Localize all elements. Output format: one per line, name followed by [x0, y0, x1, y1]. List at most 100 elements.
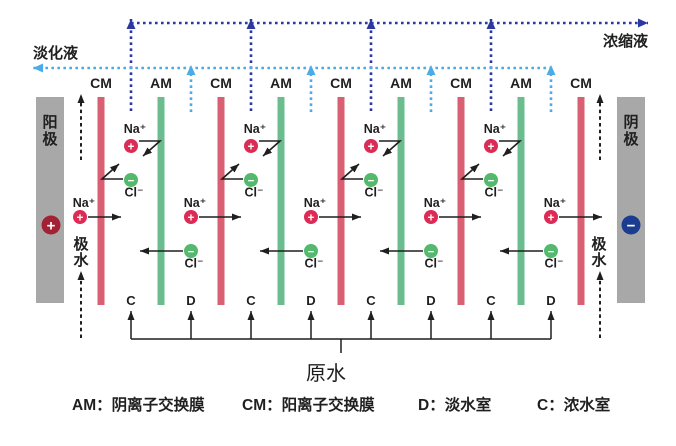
cation-plus-sign: +	[248, 142, 255, 154]
anion-minus-sign: −	[188, 247, 195, 259]
anion-label: Cl⁻	[244, 186, 263, 200]
legend-am: AM：阴离子交换膜	[72, 395, 205, 414]
membrane-stack: CM AM CM AM CM AM CM AM CM	[90, 75, 592, 305]
anode-water-char1: 极	[73, 235, 89, 253]
anion-label: Cl⁻	[364, 186, 383, 200]
cation-plus-sign: +	[308, 213, 315, 225]
cation-circle	[184, 210, 198, 224]
anion-circle	[544, 244, 558, 258]
cation-plus-sign: +	[488, 142, 495, 154]
anion-blocked-arrow	[339, 163, 363, 180]
cation-blocked-arrow	[499, 140, 523, 157]
cathode-minus-badge	[621, 215, 641, 235]
c-chamber-4-ions: Na⁺ + − Cl⁻	[459, 122, 523, 200]
cation-circle	[484, 139, 498, 153]
anode-bar	[36, 97, 64, 303]
cation-circle	[73, 210, 87, 224]
anion-label: Cl⁻	[424, 257, 443, 271]
anion-minus-sign: −	[548, 247, 555, 259]
anion-label: Cl⁻	[304, 257, 323, 271]
cm-membrane-5	[577, 97, 585, 305]
cation-plus-sign: +	[428, 213, 435, 225]
cation-label: Na⁺	[484, 122, 507, 136]
cation-blocked-arrow	[139, 140, 163, 157]
membrane-label-9: CM	[570, 75, 592, 91]
legend: AM：阴离子交换膜 CM：阳离子交换膜 D：淡水室 C：浓水室	[72, 395, 610, 414]
cation-label: Na⁺	[184, 196, 207, 210]
cation-circle	[244, 139, 258, 153]
d-chamber-1-ions: Na⁺ + − Cl⁻	[140, 196, 241, 271]
chamber-letter-5: C	[366, 293, 376, 308]
cathode-bar	[617, 97, 645, 303]
anion-minus-sign: −	[368, 176, 375, 188]
cation-plus-sign: +	[368, 142, 375, 154]
anion-circle	[124, 173, 138, 187]
membrane-label-5: CM	[330, 75, 352, 91]
c-chamber-1-ions: Na⁺ + − Cl⁻	[99, 122, 163, 200]
chamber-letter-1: C	[126, 293, 136, 308]
anion-blocked-arrow	[459, 163, 483, 180]
am-membrane-1	[157, 97, 165, 305]
legend-c: C：浓水室	[537, 395, 610, 414]
dilute-flow: 淡化液	[33, 44, 556, 112]
cation-blocked-arrow	[379, 140, 403, 157]
anion-label: Cl⁻	[544, 257, 563, 271]
cation-label: Na⁺	[124, 122, 147, 136]
d-chamber-4-ions: Na⁺ + − Cl⁻	[500, 196, 602, 271]
cation-label: Na⁺	[304, 196, 327, 210]
c-chamber-2-ions: Na⁺ + − Cl⁻	[219, 122, 283, 200]
chamber-letter-3: C	[246, 293, 256, 308]
raw-water-label: 原水	[306, 361, 346, 385]
am-membrane-2	[277, 97, 285, 305]
cation-plus-sign: +	[128, 142, 135, 154]
c-chamber-3-ions: Na⁺ + − Cl⁻	[339, 122, 403, 200]
membrane-label-2: AM	[150, 75, 172, 91]
anode-plus-badge	[41, 215, 61, 235]
cation-label: Na⁺	[424, 196, 447, 210]
cathode-water-char2: 水	[591, 251, 607, 269]
chamber-letter-2: D	[186, 293, 195, 308]
membrane-label-7: CM	[450, 75, 472, 91]
cm-membrane-4	[457, 97, 465, 305]
cation-label: Na⁺	[364, 122, 387, 136]
anode-water-char2: 水	[73, 251, 89, 269]
anion-circle	[184, 244, 198, 258]
anion-blocked-arrow	[99, 163, 123, 180]
membrane-label-3: CM	[210, 75, 232, 91]
legend-cm: CM：阳离子交换膜	[242, 395, 375, 414]
anion-minus-sign: −	[248, 176, 255, 188]
cathode-label-char1: 阴	[623, 114, 638, 131]
cation-circle	[364, 139, 378, 153]
chamber-letter-8: D	[546, 293, 555, 308]
anode-assembly: 阳 极 + 极 水	[36, 94, 89, 338]
anion-minus-sign: −	[488, 176, 495, 188]
d-chamber-3-ions: Na⁺ + − Cl⁻	[380, 196, 481, 271]
anion-minus-sign: −	[308, 247, 315, 259]
anion-label: Cl⁻	[484, 186, 503, 200]
cathode-label-char2: 极	[623, 130, 639, 148]
anion-circle	[244, 173, 258, 187]
anode-plus-sign: +	[47, 218, 56, 235]
anion-circle	[424, 244, 438, 258]
cm-membrane-1	[97, 97, 105, 305]
dilute-label: 淡化液	[33, 44, 79, 62]
cation-plus-sign: +	[548, 213, 555, 225]
concentrate-flow: 浓缩液	[126, 18, 649, 111]
legend-d: D：淡水室	[418, 395, 491, 414]
membrane-label-4: AM	[270, 75, 292, 91]
chamber-letter-4: D	[306, 293, 315, 308]
anode-label-char1: 阳	[42, 114, 57, 131]
cathode-assembly: 阴 极 − 极 水	[591, 94, 645, 338]
raw-water-feed: 原水	[127, 311, 555, 385]
cathode-water-char1: 极	[591, 235, 607, 253]
chamber-letter-6: D	[426, 293, 435, 308]
anion-circle	[484, 173, 498, 187]
anion-circle	[304, 244, 318, 258]
cation-blocked-arrow	[259, 140, 283, 157]
chamber-letters: C D C D C D C D	[126, 293, 555, 308]
am-membrane-3	[397, 97, 405, 305]
anode-chamber-cation: Na⁺ +	[73, 196, 121, 225]
anion-label: Cl⁻	[184, 257, 203, 271]
